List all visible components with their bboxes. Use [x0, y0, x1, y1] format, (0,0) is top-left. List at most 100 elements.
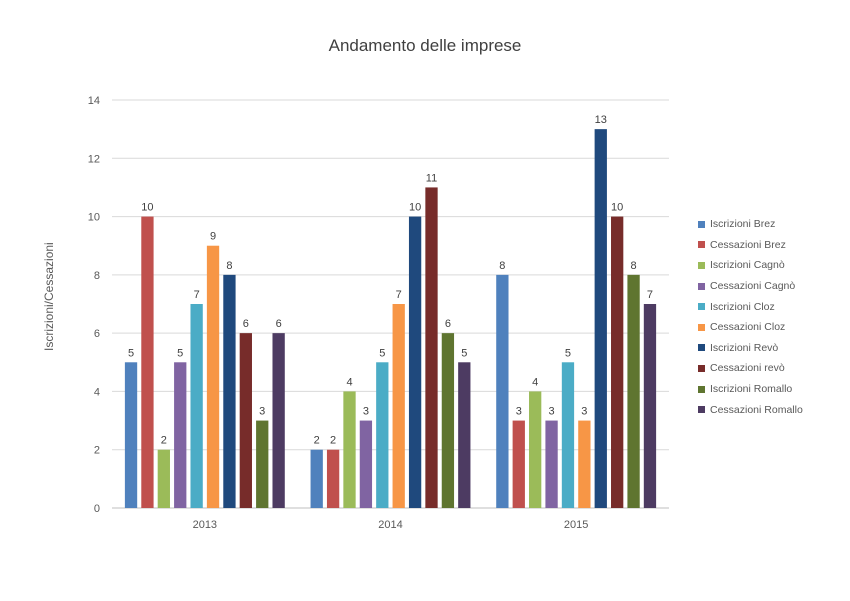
legend-label: Cessazioni Romallo	[710, 403, 803, 416]
data-label: 10	[611, 202, 623, 214]
bar	[272, 333, 285, 508]
data-label: 10	[409, 202, 421, 214]
bar	[611, 216, 624, 509]
data-label: 7	[647, 289, 653, 301]
legend-swatch	[698, 385, 705, 393]
legend-swatch	[698, 241, 705, 249]
data-label: 6	[445, 318, 451, 330]
data-label: 11	[426, 172, 437, 184]
legend-swatch	[698, 261, 705, 269]
legend-item: Cessazioni Brez	[698, 235, 803, 256]
data-label: 3	[581, 406, 587, 418]
data-label: 3	[363, 406, 369, 418]
y-tick-label: 12	[88, 153, 100, 165]
legend-item: Iscrizioni Cloz	[698, 296, 803, 317]
legend-item: Cessazioni Romallo	[698, 399, 803, 420]
x-tick-label: 2013	[193, 519, 217, 531]
data-label: 8	[631, 260, 637, 272]
data-label: 6	[276, 318, 282, 330]
legend-item: Iscrizioni Brez	[698, 214, 803, 235]
data-label: 3	[549, 406, 555, 418]
legend-swatch	[698, 323, 705, 331]
bar	[627, 274, 640, 508]
legend-swatch	[698, 282, 705, 290]
legend-swatch	[698, 364, 705, 372]
bar	[157, 449, 170, 508]
legend-label: Cessazioni Cloz	[710, 321, 786, 334]
y-tick-label: 10	[88, 212, 100, 224]
data-label: 7	[194, 289, 200, 301]
legend-swatch	[698, 303, 705, 311]
bar	[376, 362, 389, 508]
bar	[124, 362, 138, 508]
legend-swatch	[698, 406, 705, 414]
data-label: 6	[243, 318, 249, 330]
bar	[408, 216, 422, 509]
data-label: 9	[210, 231, 216, 243]
bar	[545, 420, 558, 508]
bar	[343, 391, 356, 508]
bar	[141, 216, 154, 509]
chart-title: Andamento delle imprese	[328, 36, 522, 55]
legend-item: Cessazioni Cloz	[698, 317, 803, 338]
legend-item: Cessazioni Cagnò	[698, 276, 803, 297]
bar	[441, 333, 455, 508]
data-label: 5	[565, 347, 571, 359]
legend: Iscrizioni Brez Cessazioni Brez Iscrizioni…	[698, 214, 803, 420]
legend-swatch	[698, 344, 705, 352]
y-tick-label: 8	[94, 270, 100, 282]
bar	[594, 129, 607, 508]
data-label: 2	[314, 435, 320, 447]
data-label: 2	[161, 435, 167, 447]
bar	[310, 449, 323, 508]
data-label: 3	[259, 406, 265, 418]
data-label: 5	[461, 347, 467, 359]
bar	[239, 333, 252, 508]
data-label: 7	[396, 289, 402, 301]
legend-item: Cessazioni revò	[698, 358, 803, 379]
bar	[256, 420, 269, 508]
legend-label: Iscrizioni Revò	[710, 341, 779, 354]
x-tick-label: 2015	[564, 519, 588, 531]
bar	[425, 187, 438, 508]
bar	[529, 391, 542, 508]
bar	[561, 362, 575, 508]
bar	[190, 304, 203, 508]
bar	[174, 362, 187, 508]
data-label: 8	[226, 260, 232, 272]
bar	[223, 274, 236, 508]
bar	[326, 449, 340, 508]
data-label: 2	[330, 435, 336, 447]
bar	[392, 304, 405, 508]
legend-label: Cessazioni revò	[710, 362, 785, 375]
bar	[643, 304, 657, 508]
legend-item: Iscrizioni Romallo	[698, 379, 803, 400]
legend-swatch	[698, 220, 705, 228]
data-label: 5	[379, 347, 385, 359]
bar	[496, 274, 509, 508]
legend-label: Iscrizioni Cloz	[710, 300, 775, 313]
y-tick-label: 0	[94, 503, 100, 515]
bar	[359, 420, 373, 508]
bar	[512, 420, 525, 508]
data-label: 5	[177, 347, 183, 359]
y-tick-label: 2	[94, 445, 100, 457]
data-label: 4	[532, 376, 538, 388]
data-label: 4	[346, 376, 352, 388]
legend-label: Iscrizioni Romallo	[710, 383, 793, 396]
data-label: 3	[516, 406, 522, 418]
y-tick-label: 14	[88, 95, 100, 107]
bar	[458, 362, 471, 508]
data-label: 8	[499, 260, 505, 272]
legend-label: Iscrizioni Brez	[710, 218, 776, 231]
legend-label: Iscrizioni Cagnò	[710, 259, 785, 272]
legend-label: Cessazioni Brez	[710, 238, 786, 251]
y-tick-label: 6	[94, 328, 100, 340]
x-tick-label: 2014	[378, 519, 402, 531]
legend-item: Iscrizioni Cagnò	[698, 255, 803, 276]
data-label: 13	[595, 114, 607, 126]
data-label: 5	[128, 347, 134, 359]
y-tick-label: 4	[94, 386, 100, 398]
